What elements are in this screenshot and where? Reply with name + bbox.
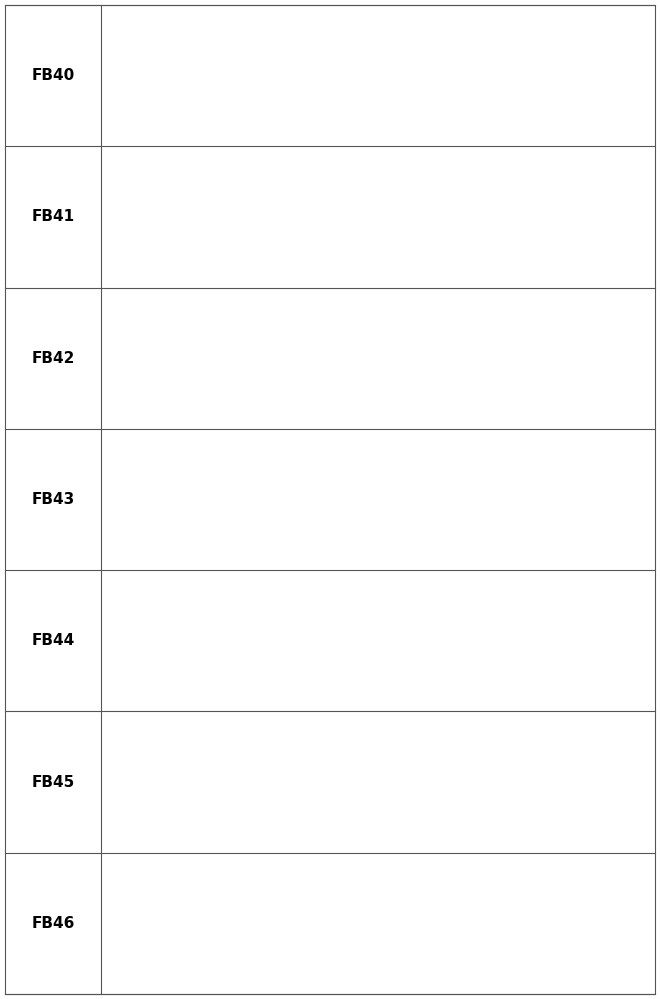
Text: FB43: FB43	[32, 492, 75, 507]
Text: FB40: FB40	[32, 68, 75, 83]
Text: FB45: FB45	[32, 774, 75, 789]
Text: FB42: FB42	[32, 351, 75, 366]
Text: FB41: FB41	[32, 210, 75, 225]
Text: FB46: FB46	[32, 916, 75, 931]
Text: FB44: FB44	[32, 633, 75, 648]
